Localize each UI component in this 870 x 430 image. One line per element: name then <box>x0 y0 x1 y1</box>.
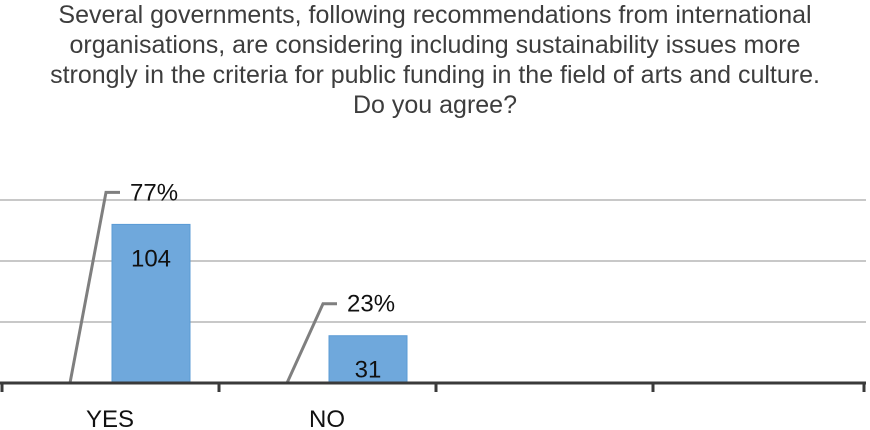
percent-leader-line <box>285 302 337 384</box>
bar <box>111 223 191 384</box>
bar-value-label: 31 <box>355 357 382 384</box>
bar-value-label: 104 <box>131 245 171 272</box>
percent-leader-line <box>68 190 120 384</box>
percent-label: 77% <box>130 179 178 206</box>
chart-title: Several governments, following recommend… <box>50 1 820 119</box>
x-tick-label: YES <box>86 406 134 430</box>
percent-label: 23% <box>347 291 395 318</box>
x-tick-label: NO <box>309 406 345 430</box>
